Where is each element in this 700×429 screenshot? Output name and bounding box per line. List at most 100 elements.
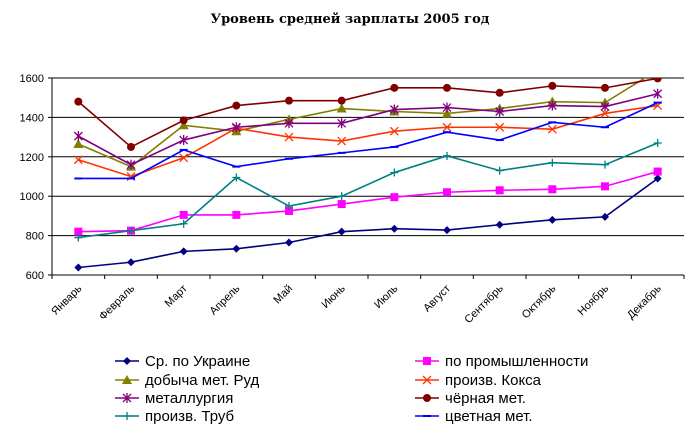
legend-label: произв. Кокса <box>445 372 542 389</box>
y-tick-label: 1400 <box>20 112 44 124</box>
x-tick-label: Март <box>163 283 190 310</box>
data-point <box>495 166 504 175</box>
data-point <box>600 101 610 112</box>
y-tick-label: 1000 <box>20 191 44 203</box>
data-point <box>548 215 557 224</box>
data-point <box>653 139 662 148</box>
data-point <box>442 108 452 118</box>
data-point <box>547 100 557 111</box>
data-point <box>179 219 188 228</box>
data-point <box>443 83 451 92</box>
data-point <box>495 88 504 97</box>
legend-marker <box>122 375 132 384</box>
data-point <box>232 101 241 110</box>
x-tick-label: Октябрь <box>520 282 559 321</box>
data-point <box>126 159 136 170</box>
data-point <box>232 173 241 182</box>
series-5 <box>73 88 663 170</box>
data-point <box>285 206 293 215</box>
data-point <box>337 200 346 209</box>
data-point <box>285 202 293 211</box>
legend-label: цветная мет. <box>445 408 533 425</box>
y-tick-label: 600 <box>26 270 44 282</box>
legend-label: чёрная мет. <box>445 390 526 407</box>
data-point <box>179 153 189 163</box>
series-line <box>78 104 658 178</box>
x-tick-label: Ноябрь <box>576 282 612 318</box>
data-point <box>73 138 84 148</box>
data-point <box>74 97 83 106</box>
data-point <box>390 168 399 177</box>
data-point <box>390 224 399 233</box>
x-tick-label: Июнь <box>320 282 348 310</box>
legend-item: произв. Труб <box>115 408 234 425</box>
data-point <box>232 244 241 253</box>
data-point <box>442 102 452 113</box>
data-point <box>600 109 610 118</box>
series-6 <box>74 78 662 151</box>
y-tick-label: 1200 <box>20 152 44 164</box>
series-7 <box>74 139 662 242</box>
data-point <box>74 263 83 272</box>
data-point <box>284 118 294 129</box>
legend-item: чёрная мет. <box>415 390 526 407</box>
legend-label: произв. Труб <box>145 408 234 425</box>
chart-title: Уровень средней зарплаты 2005 год <box>210 12 490 27</box>
data-point <box>653 88 663 99</box>
legend-marker <box>123 412 131 420</box>
legend-label: добыча мет. Руд <box>145 372 259 389</box>
data-point <box>443 151 451 160</box>
data-point <box>179 247 188 256</box>
data-point <box>653 174 662 183</box>
x-tick-label: Февраль <box>97 282 137 322</box>
data-point <box>336 103 347 113</box>
data-point <box>443 226 451 235</box>
data-point <box>548 185 557 194</box>
legend-marker <box>122 393 132 403</box>
data-point <box>337 227 346 236</box>
data-point <box>495 220 504 229</box>
data-point <box>178 120 189 130</box>
data-point <box>548 81 557 90</box>
series-line <box>78 177 659 269</box>
series-line <box>77 92 658 166</box>
data-point <box>653 167 662 176</box>
x-tick-label: Июль <box>372 282 401 311</box>
x-tick-label: Январь <box>49 282 84 317</box>
series-line <box>78 101 659 180</box>
legend-item: металлургия <box>115 390 233 407</box>
legend-label: металлургия <box>145 390 233 407</box>
data-point <box>442 122 452 132</box>
data-point <box>337 192 346 201</box>
legend-label: Ср. по Украине <box>145 353 250 370</box>
series-line <box>77 78 658 148</box>
data-point <box>127 142 135 151</box>
legend-item: цветная мет. <box>415 408 533 425</box>
data-point <box>127 226 135 235</box>
data-point <box>285 238 293 247</box>
data-point <box>73 155 83 165</box>
data-point <box>74 233 83 242</box>
y-tick-label: 800 <box>26 231 44 243</box>
data-point <box>495 106 505 117</box>
legend-item: добыча мет. Руд <box>115 372 259 389</box>
data-point <box>337 96 346 105</box>
legend-marker <box>423 394 431 402</box>
legend-marker <box>423 357 431 365</box>
legend-item: произв. Кокса <box>415 372 542 389</box>
data-point <box>653 78 662 83</box>
data-point <box>231 122 241 133</box>
data-point <box>284 132 294 142</box>
data-point <box>285 96 293 105</box>
series-8 <box>74 101 662 180</box>
x-tick-label: Декабрь <box>625 282 664 321</box>
data-point <box>389 104 399 115</box>
series-line <box>78 78 647 168</box>
data-point <box>179 135 189 146</box>
data-point <box>73 131 83 142</box>
y-tick-label: 1600 <box>20 73 44 85</box>
x-tick-label: Апрель <box>208 282 243 317</box>
data-point <box>601 83 609 92</box>
data-point <box>653 65 663 74</box>
data-point <box>179 210 188 219</box>
